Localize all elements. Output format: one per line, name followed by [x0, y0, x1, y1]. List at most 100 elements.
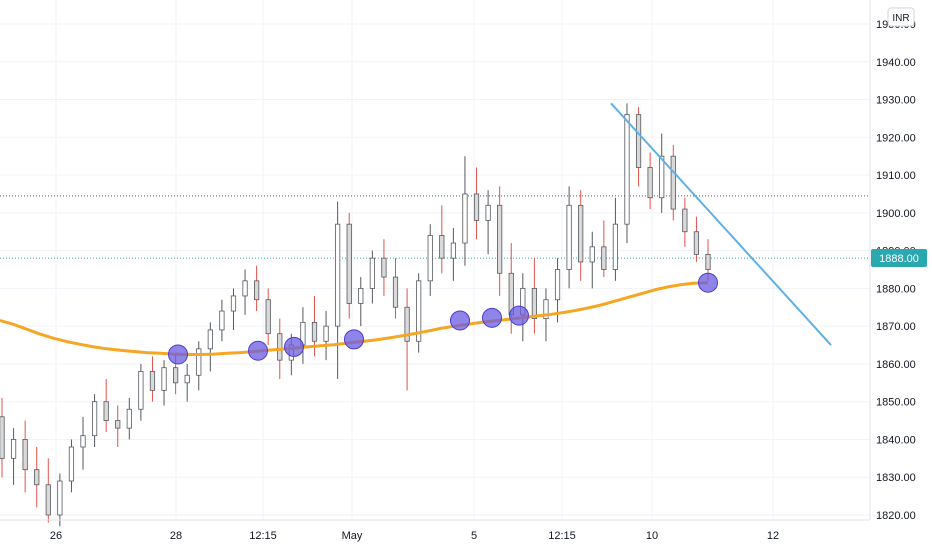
candle-body: [91, 401, 98, 437]
candle-body: [277, 333, 283, 361]
candle-body: [173, 367, 179, 384]
trendline[interactable]: [610, 102, 832, 346]
candle-body: [103, 401, 109, 421]
candle-body: [659, 155, 665, 199]
candle-body: [612, 223, 619, 270]
candle-body: [184, 374, 190, 384]
time-tick-label: 26: [50, 530, 62, 542]
price-tick-label: 1920.00: [876, 132, 916, 144]
currency-label: INR: [892, 13, 909, 24]
candle-body: [497, 204, 503, 274]
time-tick-label: 10: [646, 530, 658, 542]
candle-body: [554, 269, 561, 301]
price-tick-label: 1900.00: [876, 208, 916, 220]
candle-body: [369, 257, 375, 289]
last-price-badge-bg: [871, 249, 927, 267]
touch-marker: [344, 329, 364, 350]
candle-body: [10, 439, 17, 459]
candle-body: [566, 204, 572, 270]
last-price-label: 1888.00: [879, 253, 919, 265]
candle-body: [138, 371, 144, 410]
touch-marker: [284, 336, 304, 357]
candle-body: [531, 287, 537, 319]
candle-body: [22, 439, 28, 471]
trendline-line[interactable]: [610, 102, 832, 346]
candle-body: [242, 280, 248, 297]
candle-body: [647, 167, 653, 199]
candle-body: [115, 420, 121, 429]
time-axis[interactable]: 26 28 12:15 May 5 12:15 10 12: [50, 530, 779, 542]
touch-marker: [450, 310, 470, 331]
candle-body: [126, 408, 132, 429]
candle-body: [335, 223, 341, 327]
price-tick-label: 1870.00: [876, 321, 916, 333]
candle-body: [416, 280, 422, 342]
time-tick-label: 28: [170, 530, 182, 542]
candle-body: [254, 280, 260, 301]
candle-body: [601, 246, 607, 270]
candle-body: [265, 299, 271, 335]
candle-body: [670, 155, 676, 210]
candle-body: [45, 484, 51, 516]
candle-body: [161, 367, 167, 391]
candle-body: [635, 114, 642, 168]
candle-body: [196, 348, 202, 376]
candle-body: [404, 306, 410, 342]
price-tick-label: 1910.00: [876, 170, 916, 182]
candle-body: [80, 435, 86, 448]
last-price-badge: 1888.00: [871, 249, 927, 267]
candle-body: [230, 295, 237, 312]
touch-marker: [168, 344, 188, 365]
candle-body: [543, 299, 549, 320]
candle-body: [219, 310, 225, 331]
touch-marker: [698, 272, 718, 293]
candlesticks: [0, 103, 711, 527]
candle-body: [34, 469, 40, 486]
price-tick-label: 1850.00: [876, 397, 916, 409]
grid-lines: [0, 0, 870, 520]
candle-body: [485, 204, 491, 221]
candle-body: [358, 287, 364, 304]
candle-body: [624, 114, 630, 225]
candle-body: [207, 329, 213, 350]
horizontal-levels: [0, 195, 870, 259]
price-tick-label: 1880.00: [876, 283, 916, 295]
time-tick-label: 12:15: [548, 530, 576, 542]
price-axis[interactable]: 1820.00 1830.00 1840.00 1850.00 1860.00 1870.…: [876, 19, 916, 522]
candle-body: [693, 231, 700, 255]
touch-marker: [509, 305, 529, 326]
candle-body: [705, 253, 711, 270]
price-tick-label: 1860.00: [876, 359, 916, 371]
candle-body: [450, 242, 456, 259]
time-tick-label: 5: [471, 530, 477, 542]
touch-marker: [482, 307, 502, 328]
touch-markers: [168, 272, 718, 365]
price-tick-label: 1840.00: [876, 434, 916, 446]
currency-badge: INR: [887, 7, 915, 27]
candle-body: [346, 223, 352, 304]
candle-body: [392, 276, 399, 308]
price-tick-label: 1830.00: [876, 472, 916, 484]
candle-body: [149, 371, 156, 391]
time-tick-label: 12:15: [249, 530, 277, 542]
currency-badge-bg: [887, 7, 915, 27]
time-tick-label: 12: [767, 530, 779, 542]
candle-body: [439, 235, 445, 259]
candle-body: [381, 257, 387, 278]
candle-body: [0, 416, 5, 459]
candle-body: [682, 208, 688, 233]
touch-marker: [248, 340, 268, 361]
candle-body: [589, 246, 595, 263]
candle-body: [578, 204, 584, 263]
candle-body: [68, 446, 75, 482]
candle-body: [323, 325, 329, 342]
candle-body: [462, 193, 468, 244]
candle-body: [311, 321, 318, 342]
candle-body: [57, 480, 63, 516]
price-tick-label: 1930.00: [876, 95, 916, 107]
price-tick-label: 1820.00: [876, 510, 916, 522]
candle-body: [473, 193, 480, 221]
